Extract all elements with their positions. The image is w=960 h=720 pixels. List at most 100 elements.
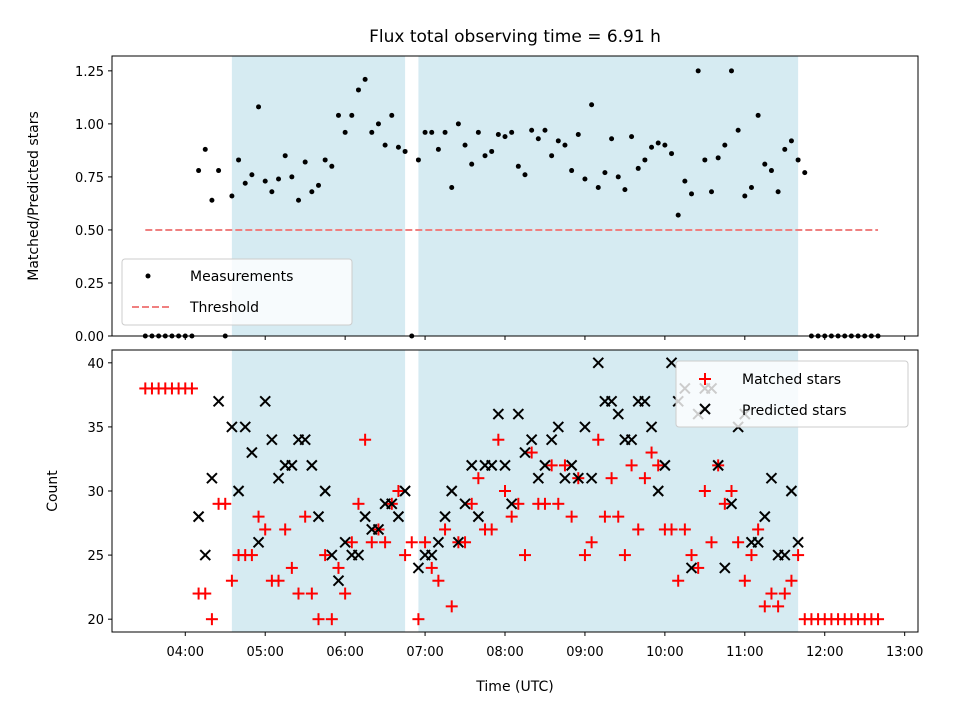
measurement-point [675, 212, 681, 218]
measurement-point [669, 151, 675, 157]
bottom-y-ticks: 20 25 30 35 40 [87, 357, 112, 628]
predicted-star-point [286, 459, 298, 472]
predicted-star-point [552, 421, 565, 433]
matched-star-point [345, 536, 358, 549]
measurement-point [216, 168, 222, 174]
predicted-x-b [266, 434, 278, 446]
matched-star-point [598, 510, 611, 523]
predicted-x-b [472, 510, 485, 523]
measurement-point [755, 112, 761, 118]
predicted-x-b [432, 536, 445, 548]
measurement-point [355, 87, 361, 93]
predicted-x-b [446, 485, 458, 497]
matched-star-point [439, 523, 452, 536]
x-tick-label: 09:00 [566, 645, 603, 660]
matched-star-point [652, 459, 665, 472]
predicted-x-b [412, 562, 425, 574]
measurement-point [722, 142, 728, 148]
x-tick-label: 12:00 [806, 645, 843, 660]
predicted-star-point [206, 472, 218, 484]
predicted-x-b [592, 357, 604, 369]
matched-star-point [285, 561, 298, 574]
predicted-star-point [779, 549, 791, 561]
predicted-x-b [372, 523, 385, 536]
matched-star-point [705, 536, 718, 549]
bottom-legend: Matched stars Predicted stars [675, 360, 909, 428]
chart-title: Flux total observing time = 6.91 h [369, 27, 661, 47]
matched-star-point [618, 549, 631, 562]
x-tick-label: 06:00 [326, 645, 363, 660]
predicted-x-b [199, 549, 211, 561]
measurement-point [229, 193, 235, 199]
measurement-point [529, 127, 535, 133]
legend-measurements-marker [145, 273, 151, 279]
matched-star-point [365, 536, 378, 549]
predicted-x-b [765, 472, 778, 484]
top-legend: Measurements Threshold [121, 258, 353, 326]
measurement-point [495, 131, 501, 137]
predicted-star-point [412, 562, 425, 574]
measurement-point [768, 168, 774, 174]
predicted-star-point [232, 485, 245, 497]
predicted-star-point [199, 549, 211, 561]
matched-star-point [465, 497, 478, 510]
measurement-point [415, 157, 421, 163]
predicted-x-b [319, 485, 331, 497]
matched-star-point [665, 523, 678, 536]
predicted-star-point [559, 472, 571, 484]
predicted-x-b [712, 459, 724, 472]
predicted-x-b [572, 472, 584, 484]
matched-star-point [692, 561, 705, 574]
predicted-star-point [239, 421, 251, 433]
bottom-axes-frame [111, 349, 919, 633]
matched-star-point [518, 549, 531, 562]
predicted-x-b [612, 408, 624, 420]
predicted-x-b [585, 472, 598, 484]
predicted-x-b [519, 446, 531, 459]
matched-star-point [419, 536, 432, 549]
predicted-star-point [465, 459, 478, 472]
predicted-x-b [545, 434, 558, 446]
matched-star-point [219, 497, 232, 510]
measurement-point [462, 142, 468, 148]
matched-star-point [305, 587, 318, 600]
measurement-point [455, 121, 461, 127]
predicted-star-point [592, 357, 604, 369]
predicted-x-b [392, 510, 405, 523]
measurements-series [142, 68, 881, 339]
measurement-point [489, 148, 495, 154]
measurement-point [595, 185, 601, 191]
measurement-point [775, 189, 781, 195]
matched-star-point [405, 536, 418, 549]
predicted-x-b [759, 510, 771, 523]
predicted-x-b [579, 421, 591, 433]
predicted-star-point [519, 446, 531, 459]
predicted-star-point [472, 510, 485, 523]
measurement-point [562, 142, 568, 148]
measurement-point [382, 142, 388, 148]
measurement-point [509, 129, 515, 135]
measurement-point [349, 112, 355, 118]
top-y-ticks: 0.00 0.25 0.50 0.75 1.00 1.25 [75, 65, 112, 345]
matched-star-point [432, 574, 445, 587]
measurement-point [788, 138, 794, 144]
matched-star-point [412, 613, 425, 626]
matched-star-point [379, 536, 392, 549]
matched-star-point [632, 523, 645, 536]
measurement-point [602, 170, 608, 176]
matched-star-point [512, 497, 525, 510]
matched-star-point [332, 561, 345, 574]
predicted-star-point [612, 408, 624, 420]
matched-star-point [459, 536, 472, 549]
predicted-x-b [439, 510, 451, 523]
legend-measurements-label: Measurements [190, 269, 293, 285]
measurement-point [256, 104, 262, 110]
predicted-star-point [452, 536, 465, 548]
predicted-star-point [499, 459, 511, 472]
measurement-point [589, 102, 595, 108]
predicted-x-b [512, 408, 525, 420]
x-tick-label: 07:00 [406, 645, 443, 660]
predicted-x-b [625, 434, 638, 446]
matched-star-point [392, 485, 405, 497]
matched-star-point [772, 600, 785, 613]
